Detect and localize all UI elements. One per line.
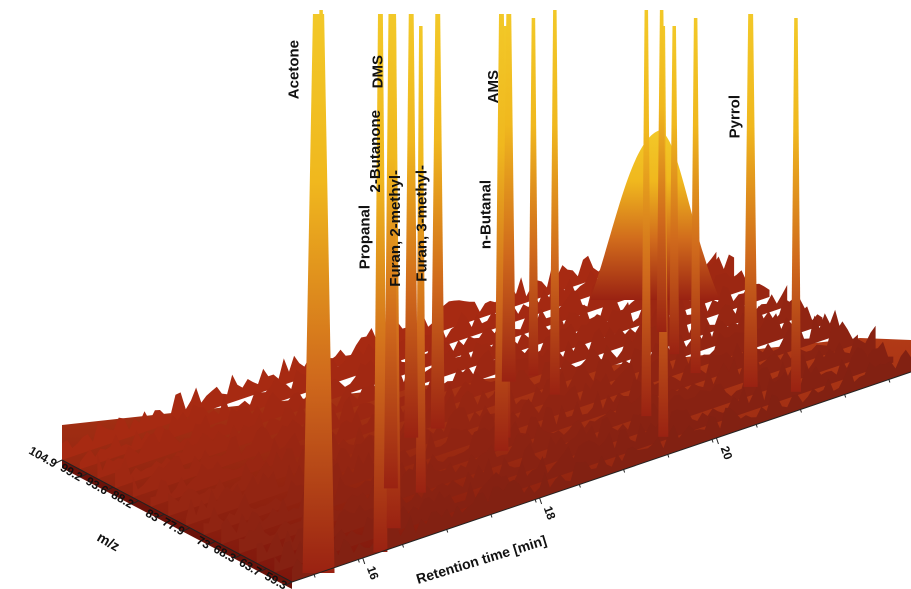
time-minor-tick bbox=[578, 484, 581, 488]
noise-ridge bbox=[185, 297, 805, 526]
peak-furan-3-methyl- bbox=[430, 14, 445, 429]
peak-label: n-Butanal bbox=[477, 180, 494, 249]
time-tick bbox=[362, 557, 366, 565]
peak-label: AMS bbox=[485, 70, 502, 103]
time-tick bbox=[715, 437, 719, 445]
surface-front-edge bbox=[62, 460, 292, 589]
mz-tick bbox=[55, 459, 63, 464]
minor-peak bbox=[656, 10, 667, 333]
mz-tick bbox=[285, 581, 293, 586]
noise-ridge bbox=[62, 228, 681, 460]
time-minor-tick bbox=[711, 439, 714, 443]
time-minor-tick bbox=[402, 544, 405, 548]
peak-label: Acetone bbox=[286, 40, 303, 99]
peak-label: Furan, 3-methyl- bbox=[414, 165, 431, 282]
time-tick bbox=[539, 497, 543, 505]
minor-peak bbox=[528, 18, 539, 376]
mz-tick-label: 83 bbox=[143, 506, 162, 525]
time-axis-title: Retention time [min] bbox=[414, 532, 548, 587]
time-minor-tick bbox=[888, 379, 891, 383]
time-axis-line bbox=[291, 371, 911, 583]
broad-hump bbox=[590, 130, 720, 300]
mz-tick bbox=[260, 567, 267, 572]
time-minor-tick bbox=[667, 454, 670, 458]
time-minor-tick bbox=[534, 499, 537, 503]
noise-ridge bbox=[274, 341, 894, 573]
time-minor-tick bbox=[799, 409, 802, 413]
peak-2-butanone bbox=[383, 14, 398, 489]
mz-axis-title: m/z bbox=[95, 529, 123, 555]
noise-ridge bbox=[203, 306, 823, 536]
peak-layer bbox=[302, 10, 801, 573]
mz-tick bbox=[157, 513, 165, 518]
mz-tick-label: 104.9 bbox=[26, 443, 59, 470]
time-minor-tick bbox=[313, 574, 316, 578]
peak-label: Furan, 2-methyl- bbox=[387, 170, 404, 287]
time-minor-tick bbox=[844, 394, 847, 398]
minor-peak bbox=[641, 10, 652, 417]
peak-pyrrol bbox=[743, 14, 758, 387]
time-minor-tick bbox=[446, 529, 449, 533]
time-minor-tick bbox=[755, 424, 758, 428]
peak-label: Pyrrol bbox=[727, 95, 744, 138]
time-tick-layer: 16 18 20 bbox=[313, 379, 891, 582]
peak-label: DMS bbox=[370, 55, 387, 88]
peak-label: 2-Butanone bbox=[367, 110, 384, 193]
mz-tick bbox=[183, 527, 191, 532]
mz-tick bbox=[132, 500, 139, 505]
peak-acetone bbox=[302, 14, 335, 573]
minor-peak bbox=[415, 26, 426, 493]
minor-peak bbox=[690, 18, 701, 374]
time-tick-label: 20 bbox=[718, 444, 736, 462]
mz-tick bbox=[106, 486, 114, 491]
noise-ridge bbox=[132, 265, 752, 498]
mz-tick bbox=[81, 473, 88, 478]
peak-label: Propanal bbox=[356, 205, 373, 269]
time-minor-tick bbox=[623, 469, 626, 473]
time-tick-label: 16 bbox=[364, 564, 382, 582]
mz-tick-label: 73 bbox=[194, 533, 213, 552]
mz-axis-line bbox=[61, 459, 293, 583]
time-tick-label: 18 bbox=[541, 504, 559, 522]
mz-tick bbox=[234, 554, 242, 559]
minor-peak bbox=[549, 10, 560, 395]
time-minor-tick bbox=[357, 559, 360, 563]
minor-peak bbox=[669, 26, 680, 355]
peak-propanal bbox=[373, 14, 388, 552]
mz-tick bbox=[209, 540, 216, 545]
peak-ams bbox=[501, 14, 516, 382]
noise-ridge bbox=[292, 349, 911, 582]
noise-ridge bbox=[115, 254, 735, 489]
minor-peak bbox=[790, 18, 801, 392]
time-minor-tick bbox=[490, 514, 493, 518]
noise-ridge bbox=[256, 325, 876, 564]
peak-furan-2-methyl- bbox=[404, 14, 419, 438]
